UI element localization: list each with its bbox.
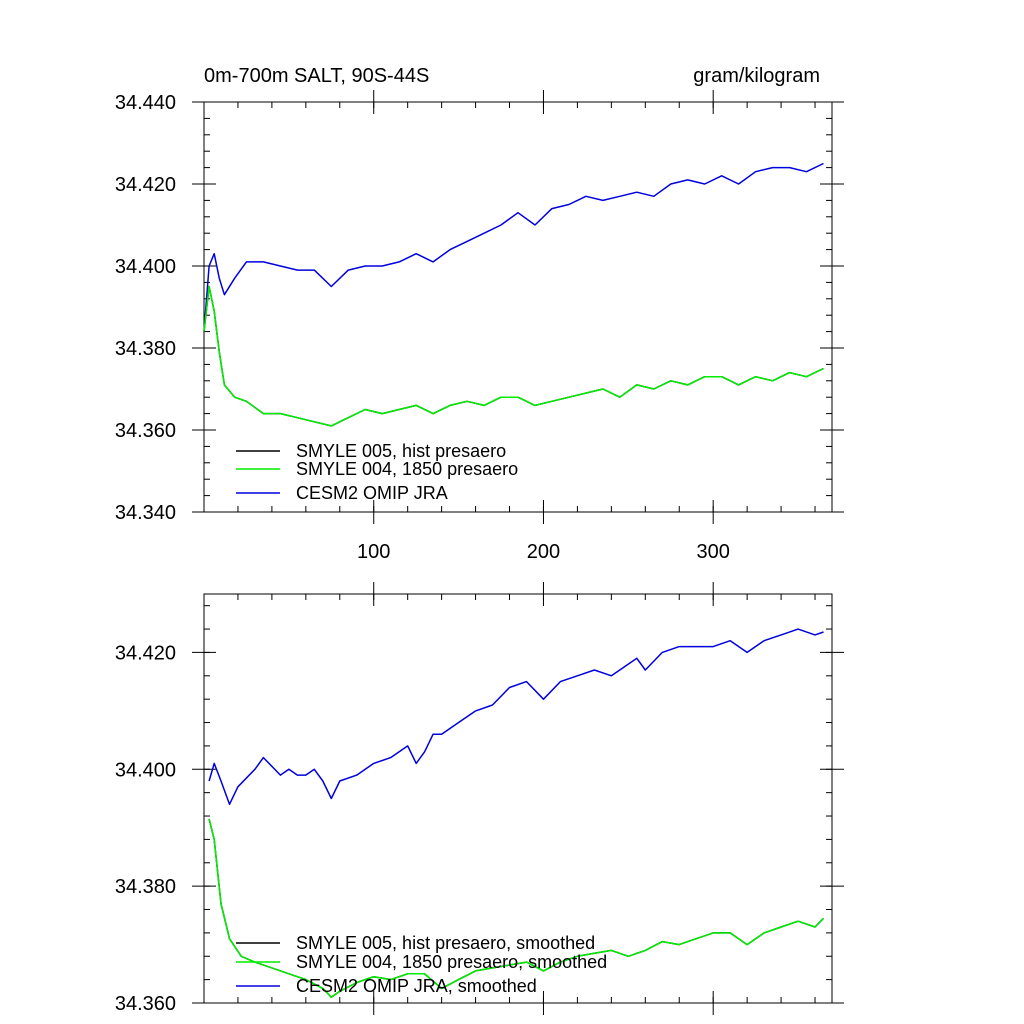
series-line-2 xyxy=(208,628,824,806)
y-tick-label: 34.360 xyxy=(115,420,176,442)
series-line-1 xyxy=(208,818,825,998)
x-tick-label: 100 xyxy=(357,541,390,563)
series-line-2 xyxy=(203,162,824,332)
y-tick-label: 34.360 xyxy=(115,993,176,1015)
bottom-panel: 34.360 34.380 34.400 34.420 SMYLE 005, hist… xyxy=(115,582,844,1015)
y-tick-label: 34.420 xyxy=(115,174,176,196)
legend: SMYLE 005, hist presaero, smoothedSMYLE … xyxy=(236,933,607,996)
axes: 34.340 34.360 34.380 34.400 34.420 34.440 100 2… xyxy=(115,90,844,563)
top-panel: 0m-700m SALT, 90S-44S gram/kilogram 34.3… xyxy=(115,65,844,563)
x-tick-label: 300 xyxy=(697,541,730,563)
y-tick-label: 34.380 xyxy=(115,338,176,360)
legend-label-1: SMYLE 004, 1850 presaero, smoothed xyxy=(296,952,607,972)
units-label: gram/kilogram xyxy=(693,65,820,87)
y-tick-label: 34.420 xyxy=(115,642,176,664)
y-tick-label: 34.380 xyxy=(115,876,176,898)
legend-label-1: SMYLE 004, 1850 presaero xyxy=(296,459,518,479)
series-lines xyxy=(203,162,824,427)
plot-frame xyxy=(203,101,833,513)
series-line-0 xyxy=(203,285,824,427)
y-tick-label: 34.400 xyxy=(115,256,176,278)
legend-label-0: SMYLE 005, hist presaero, smoothed xyxy=(296,933,595,953)
y-tick-label: 34.400 xyxy=(115,759,176,781)
legend-label-2: CESM2 OMIP JRA xyxy=(296,483,448,503)
legend-label-0: SMYLE 005, hist presaero xyxy=(296,441,506,461)
plot-frame xyxy=(203,593,833,1004)
y-tick-label: 34.440 xyxy=(115,92,176,114)
x-tick-label: 200 xyxy=(527,541,560,563)
legend-label-2: CESM2 OMIP JRA, smoothed xyxy=(296,976,537,996)
axes: 34.360 34.380 34.400 34.420 xyxy=(115,582,844,1015)
series-line-1 xyxy=(203,285,824,427)
series-lines xyxy=(208,628,825,998)
panel-title: 0m-700m SALT, 90S-44S xyxy=(204,65,429,87)
y-tick-label: 34.340 xyxy=(115,502,176,524)
